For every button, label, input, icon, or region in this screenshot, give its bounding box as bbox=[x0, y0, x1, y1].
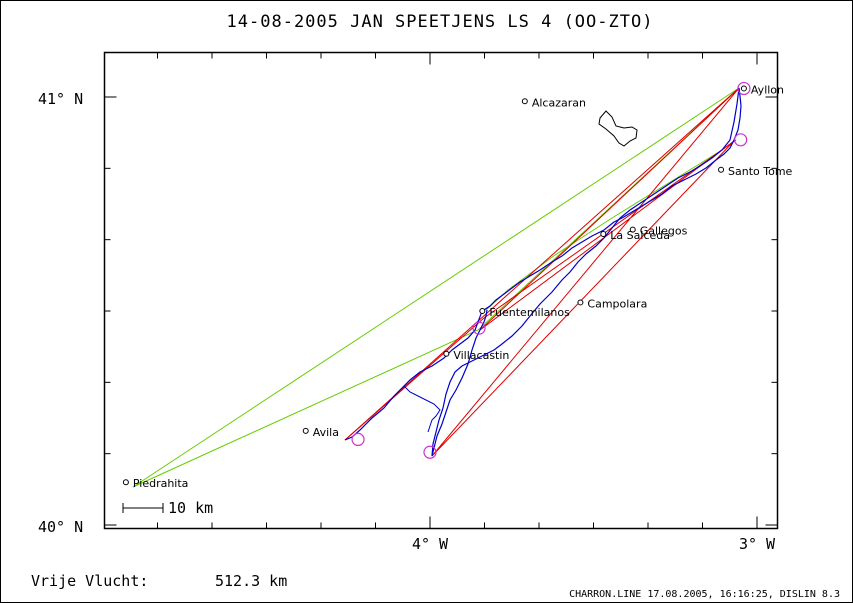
credit-line: CHARRON.LINE 17.08.2005, 16:16:25, DISLI… bbox=[569, 589, 840, 600]
town-label: Campolara bbox=[587, 297, 647, 310]
turnpoint-marker bbox=[423, 445, 437, 459]
town-label: Ayllon bbox=[751, 83, 784, 96]
lat-label-40: 40° N bbox=[38, 518, 83, 536]
town-marker bbox=[122, 479, 129, 486]
town-marker bbox=[629, 226, 636, 233]
town-marker bbox=[718, 166, 725, 173]
axis-ticks bbox=[104, 52, 778, 529]
turnpoints bbox=[351, 81, 751, 459]
map-title: 14-08-2005 JAN SPEETJENS LS 4 (OO-ZTO) bbox=[227, 12, 654, 32]
gps-track bbox=[344, 87, 742, 441]
town-label: Santo Tome bbox=[728, 165, 793, 178]
distance-value: 512.3 km bbox=[215, 572, 287, 590]
gps-track-detail bbox=[403, 385, 441, 433]
scale-bar-label: 10 km bbox=[168, 499, 213, 517]
lat-label-41: 41° N bbox=[38, 90, 83, 108]
town-marker bbox=[479, 308, 486, 314]
town-marker bbox=[443, 350, 450, 357]
task-line bbox=[344, 87, 740, 457]
town-marker bbox=[521, 98, 528, 105]
turnpoint-marker bbox=[351, 432, 365, 446]
reservoir-outline bbox=[598, 110, 638, 147]
distance-label: Vrije Vlucht: bbox=[31, 572, 148, 590]
town-marker bbox=[600, 230, 607, 237]
plot-frame bbox=[103, 51, 779, 530]
town-label: Avila bbox=[313, 426, 339, 439]
lon-label-3w: 3° W bbox=[739, 535, 776, 553]
free-flight-line bbox=[132, 87, 740, 488]
lon-label-4w: 4° W bbox=[412, 535, 449, 553]
town-label: Piedrahita bbox=[133, 477, 189, 490]
town-marker bbox=[740, 85, 747, 92]
town-label: Villacastin bbox=[453, 349, 509, 362]
scale-bar: 10 km bbox=[122, 499, 213, 517]
town-label: La Salceda bbox=[610, 229, 670, 242]
turnpoint-marker bbox=[472, 321, 486, 335]
town-marker bbox=[577, 299, 584, 306]
town-label: Fuentemilanos bbox=[489, 306, 570, 319]
turnpoint-marker bbox=[734, 133, 748, 147]
gps-track-return bbox=[431, 87, 740, 457]
town-label: Alcazaran bbox=[532, 96, 586, 109]
town-marker bbox=[302, 427, 309, 434]
turnpoint-marker bbox=[737, 81, 751, 96]
town-label: Gallegos bbox=[640, 225, 688, 238]
